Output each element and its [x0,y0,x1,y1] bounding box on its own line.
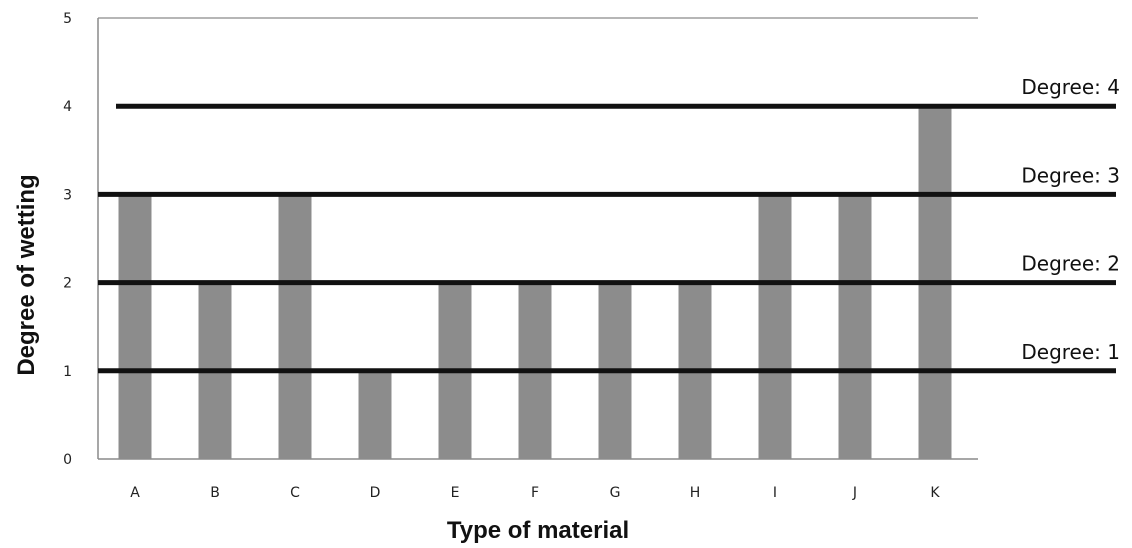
y-tick-label: 4 [63,99,72,115]
reference-line-label: Degree: 3 [1021,163,1120,187]
y-tick-label: 5 [63,11,72,27]
x-tick-label: H [690,485,701,501]
x-tick-label: C [290,485,300,501]
bar-d [358,370,392,459]
reference-lines-group: Degree: 1 Degree: 2 Degree: 3 Degree: 4 [98,75,1120,374]
y-tick-label: 2 [63,276,72,292]
x-tick-label: E [451,485,460,501]
x-tick-label: K [930,485,940,501]
bar-j [838,194,872,459]
reference-line-label: Degree: 4 [1021,75,1120,99]
reference-line-label: Degree: 1 [1021,340,1120,364]
bar-i [758,194,792,459]
y-tick-labels: 0 1 2 3 4 5 [63,11,72,468]
x-tick-label: I [773,485,777,501]
reference-line-label: Degree: 2 [1021,252,1120,276]
bar-c [278,194,312,459]
y-axis-title: Degree of wetting [13,174,40,375]
x-tick-labels: A B C D E F G H I J K [130,485,940,501]
x-tick-label: B [210,485,220,501]
x-tick-label: F [531,485,539,501]
bar-a [118,194,152,459]
x-tick-label: D [370,485,381,501]
x-tick-label: J [852,485,857,501]
y-tick-label: 0 [63,452,72,468]
x-tick-label: G [610,485,621,501]
y-tick-label: 3 [63,187,72,203]
x-tick-label: A [130,485,140,501]
x-axis-title: Type of material [447,517,629,544]
y-tick-label: 1 [63,364,72,380]
